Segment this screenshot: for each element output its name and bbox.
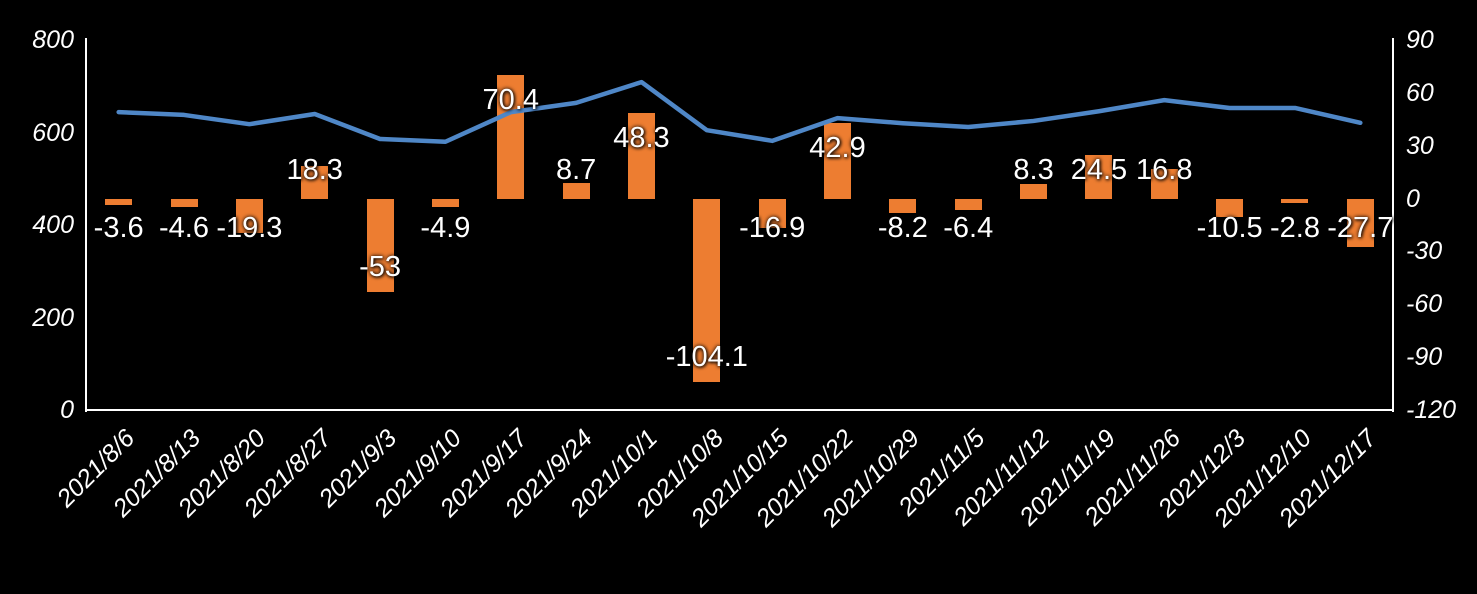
y-left-tick-label: 0	[60, 396, 74, 424]
y-right-tick-label: -90	[1406, 343, 1443, 372]
bar-data-label: -19.3	[216, 211, 283, 244]
bar-data-label: 24.5	[1070, 153, 1128, 186]
y-right-tick-label: 30	[1406, 131, 1434, 160]
x-axis-line	[85, 409, 1394, 411]
line-series	[116, 79, 1363, 144]
bar	[954, 198, 982, 210]
bar-data-label: 70.4	[482, 83, 539, 116]
bar	[431, 198, 459, 208]
bar	[235, 198, 263, 233]
bar	[758, 198, 786, 229]
bar-data-label: -53	[359, 250, 402, 283]
bar-data-label: 8.3	[1013, 153, 1054, 186]
bar	[1346, 198, 1374, 248]
bar	[889, 198, 917, 213]
bar	[627, 113, 655, 199]
bar-data-label: 42.9	[809, 131, 866, 164]
bar-data-label: -3.6	[93, 211, 144, 244]
y-left-tick-label: 600	[32, 118, 74, 147]
bar-data-label: -16.9	[739, 211, 806, 244]
bar	[170, 198, 198, 207]
bar	[562, 183, 590, 199]
bar	[105, 198, 133, 205]
y-right-tick-label: -30	[1406, 237, 1443, 266]
bar-data-label: 48.3	[613, 122, 670, 155]
bar-data-label: -8.2	[877, 211, 928, 244]
bar-data-label: -2.8	[1269, 211, 1320, 244]
y-left-tick-label: 800	[32, 26, 74, 54]
y-right-tick-label: -60	[1406, 290, 1443, 319]
bar-data-label: 18.3	[286, 153, 343, 186]
bar	[824, 122, 852, 199]
bar-data-label: -10.5	[1196, 211, 1263, 244]
y-axis-left-line	[85, 38, 87, 412]
bar-data-label: 16.8	[1136, 153, 1193, 186]
bar-data-label: -104.1	[665, 340, 748, 373]
bar-data-label: -6.4	[943, 211, 994, 244]
bar	[1281, 198, 1309, 204]
bar-data-label: -27.7	[1327, 211, 1394, 244]
bar-data-label: -4.9	[420, 211, 471, 244]
bar	[1216, 198, 1244, 218]
bar	[497, 74, 525, 199]
bar	[1150, 168, 1178, 199]
bar-data-label: 8.7	[555, 153, 597, 186]
y-right-tick-label: -120	[1406, 396, 1457, 424]
y-left-tick-label: 400	[32, 211, 74, 239]
y-left-tick-label: 200	[32, 303, 74, 332]
bar	[366, 198, 394, 292]
bar-data-label: -4.6	[159, 211, 210, 244]
y-axis-right-line	[1392, 38, 1394, 412]
bar	[1085, 155, 1113, 199]
bar	[1020, 183, 1048, 199]
y-right-tick-label: 60	[1406, 78, 1434, 107]
y-right-tick-label: 90	[1406, 26, 1434, 54]
bar	[301, 166, 329, 199]
bar	[693, 198, 721, 382]
y-right-tick-label: 0	[1406, 184, 1420, 213]
